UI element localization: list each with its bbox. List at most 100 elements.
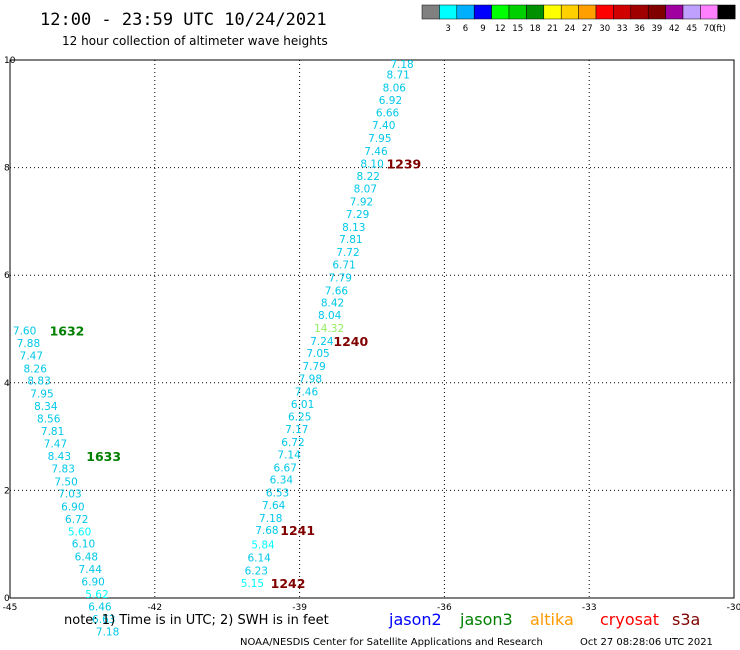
y-tick-label: 4 bbox=[4, 379, 10, 389]
wave-height-value: 7.98 bbox=[299, 373, 322, 385]
wave-height-value: 7.88 bbox=[17, 338, 40, 350]
wave-height-values: 7.188.718.066.926.667.407.957.468.108.22… bbox=[13, 59, 414, 639]
pass-number-label: 1633 bbox=[86, 449, 121, 464]
colorbar-swatch bbox=[595, 4, 614, 20]
colorbar-swatch bbox=[456, 4, 475, 20]
colorbar-legend: 3 6 9 12 15 18 21 24 27 30 33 36 39 42 45 70(ft) bbox=[421, 4, 736, 34]
wave-height-value: 8.43 bbox=[48, 451, 71, 463]
wave-height-value: 6.72 bbox=[281, 437, 304, 449]
wave-height-value: 5.15 bbox=[241, 578, 264, 590]
wave-height-value: 6.66 bbox=[376, 108, 400, 120]
chart-grid bbox=[10, 60, 734, 598]
colorbar-label: 33 bbox=[617, 24, 628, 34]
y-tick-label: 8 bbox=[4, 164, 10, 174]
pass-number-label: 1240 bbox=[333, 334, 368, 349]
colorbar-swatch bbox=[682, 4, 701, 20]
satellite-legend-s3a: s3a bbox=[672, 610, 700, 629]
wave-height-value: 7.72 bbox=[336, 247, 359, 259]
wave-height-value: 8.71 bbox=[386, 70, 409, 82]
wave-height-value: 6.48 bbox=[75, 552, 98, 564]
wave-height-value: 8.26 bbox=[24, 363, 48, 375]
wave-height-value: 6.14 bbox=[247, 553, 271, 565]
wave-height-value: 6.25 bbox=[288, 412, 311, 424]
satellite-legend-jason3: jason3 bbox=[459, 610, 513, 629]
satellite-legend: jason2 jason3 altika cryosat s3a bbox=[388, 610, 700, 629]
colorbar-label: 30 bbox=[599, 24, 610, 34]
colorbar-label: 12 bbox=[495, 24, 506, 34]
pass-labels: 1239 1240 1241 1242 1632 1633 bbox=[50, 156, 422, 591]
wave-height-value: 8.42 bbox=[321, 298, 344, 310]
colorbar-swatch bbox=[717, 4, 736, 20]
colorbar-swatch bbox=[508, 4, 527, 20]
wave-height-value: 7.50 bbox=[54, 476, 77, 488]
footer-timestamp: Oct 27 08:28:06 UTC 2021 bbox=[580, 637, 713, 648]
colorbar-label: 15 bbox=[512, 24, 523, 34]
wave-height-value: 7.18 bbox=[390, 59, 413, 71]
wave-height-value: 8.07 bbox=[354, 184, 377, 196]
wave-height-value: 7.03 bbox=[58, 489, 81, 501]
wave-height-value: 7.40 bbox=[372, 120, 395, 132]
wave-height-value: 7.18 bbox=[259, 513, 282, 525]
wave-height-value: 7.18 bbox=[96, 626, 119, 638]
x-tick-label: -30 bbox=[727, 603, 740, 613]
wave-height-value: 6.90 bbox=[61, 502, 84, 514]
wave-height-value: 8.13 bbox=[342, 222, 365, 234]
wave-height-value: 8.34 bbox=[34, 401, 58, 413]
wave-height-value: 8.04 bbox=[318, 310, 342, 322]
wave-height-value: 7.81 bbox=[339, 234, 362, 246]
y-tick-label: 6 bbox=[4, 271, 10, 281]
wave-height-value: 8.22 bbox=[357, 171, 380, 183]
wave-height-value: 7.17 bbox=[285, 424, 308, 436]
wave-height-value: 7.64 bbox=[262, 500, 286, 512]
colorbar-label: 24 bbox=[564, 24, 575, 34]
colorbar-swatch bbox=[630, 4, 649, 20]
wave-height-value: 7.46 bbox=[364, 146, 388, 158]
wave-height-value: 7.79 bbox=[302, 361, 325, 373]
wave-height-value: 7.47 bbox=[20, 350, 43, 362]
wave-height-value: 7.66 bbox=[325, 285, 349, 297]
satellite-legend-altika: altika bbox=[530, 610, 574, 629]
wave-height-value: 5.60 bbox=[68, 526, 91, 538]
colorbar-swatch bbox=[578, 4, 597, 20]
footer-credit: NOAA/NESDIS Center for Satellite Applica… bbox=[240, 637, 543, 648]
colorbar-label: 27 bbox=[582, 24, 593, 34]
colorbar-label: 18 bbox=[530, 24, 541, 34]
footer-note: note: 1) Time is in UTC; 2) SWH is in fe… bbox=[64, 613, 329, 628]
colorbar-swatch bbox=[421, 4, 440, 20]
colorbar-label: 6 bbox=[463, 24, 468, 34]
satellite-legend-jason2: jason2 bbox=[388, 610, 442, 629]
wave-height-value: 6.34 bbox=[270, 475, 294, 487]
wave-height-value: 6.63 bbox=[92, 614, 115, 626]
wave-height-value: 6.92 bbox=[379, 95, 402, 107]
colorbar-label: 39 bbox=[651, 24, 662, 34]
colorbar-label: 9 bbox=[480, 24, 485, 34]
colorbar-label: 45 bbox=[686, 24, 697, 34]
wave-height-value: 7.14 bbox=[277, 449, 301, 461]
plot-frame bbox=[9, 59, 735, 599]
wave-height-value: 7.81 bbox=[41, 426, 64, 438]
wave-height-value: 7.05 bbox=[306, 348, 329, 360]
wave-height-value: 8.06 bbox=[383, 82, 407, 94]
wave-height-value: 6.01 bbox=[291, 399, 314, 411]
pass-number-label: 1239 bbox=[386, 156, 421, 171]
wave-height-value: 7.95 bbox=[30, 389, 53, 401]
wave-height-value: 7.29 bbox=[346, 209, 369, 221]
colorbar-swatch bbox=[526, 4, 545, 20]
wave-height-value: 7.83 bbox=[52, 463, 75, 475]
x-tick-label: -36 bbox=[437, 603, 452, 613]
colorbar-unit: (ft) bbox=[713, 24, 726, 34]
x-tick-label: -39 bbox=[292, 603, 307, 613]
pass-number-label: 1632 bbox=[50, 324, 85, 339]
wave-height-value: 6.67 bbox=[274, 462, 297, 474]
x-tick-label: -45 bbox=[3, 603, 18, 613]
y-axis-ticks: 0 2 4 6 8 10 bbox=[4, 56, 16, 604]
wave-height-value: 7.46 bbox=[295, 386, 319, 398]
colorbar-swatch bbox=[491, 4, 510, 20]
wave-height-value: 7.47 bbox=[44, 439, 67, 451]
wave-height-value: 7.95 bbox=[368, 133, 391, 145]
colorbar-swatch bbox=[439, 4, 458, 20]
wave-height-value: 8.10 bbox=[360, 158, 383, 170]
colorbar-swatch bbox=[543, 4, 562, 20]
wave-height-value: 6.71 bbox=[332, 259, 355, 271]
